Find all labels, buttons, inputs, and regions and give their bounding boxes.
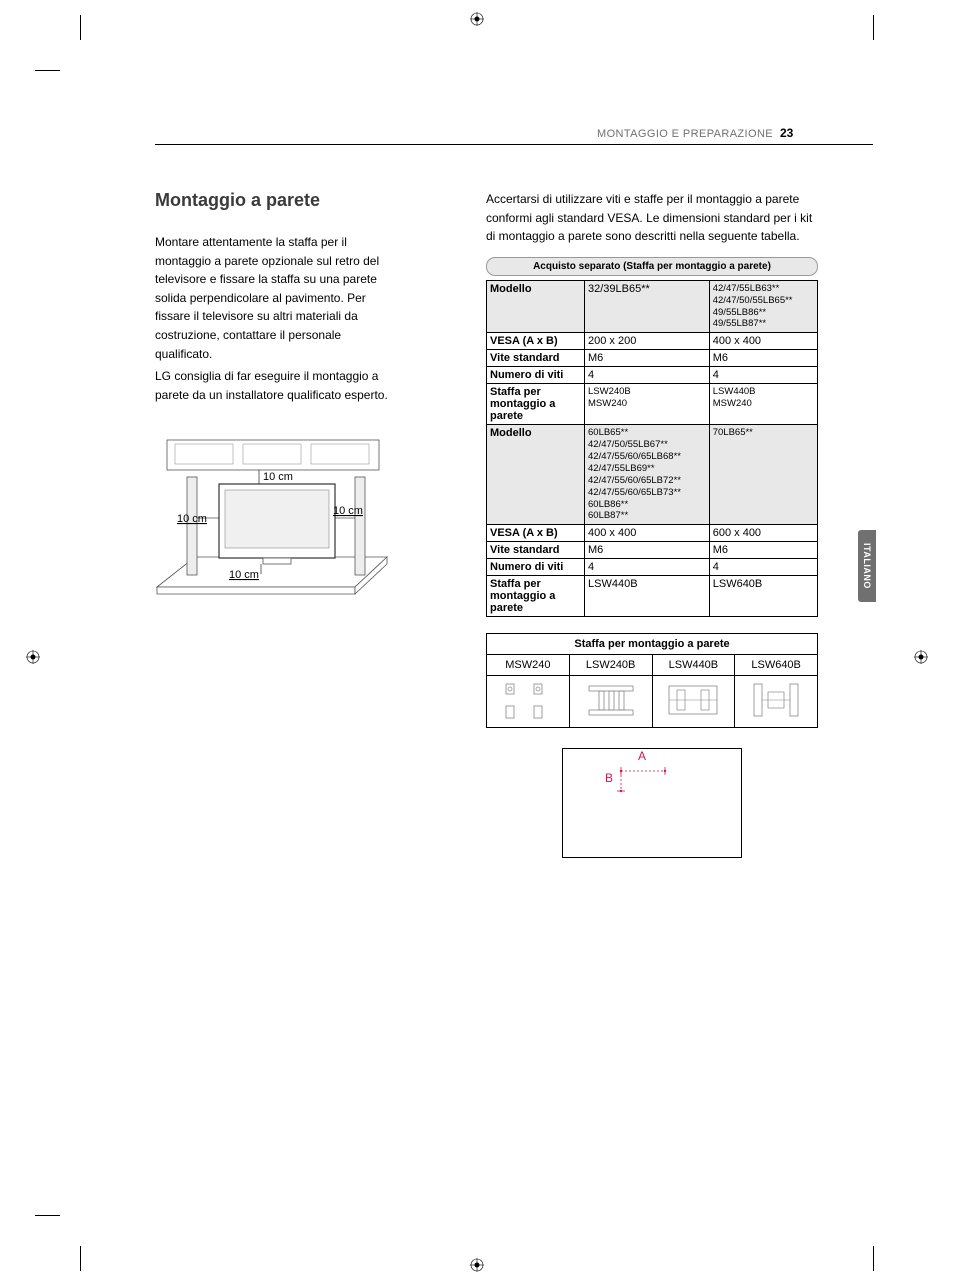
spec-cell: LSW640B xyxy=(709,576,817,617)
registration-mark-right xyxy=(914,650,928,664)
clearance-left: 10 cm xyxy=(177,513,207,525)
crop-line xyxy=(35,70,60,71)
vesa-diagram: A B xyxy=(562,748,742,858)
spec-cell: 70LB65** xyxy=(709,425,817,525)
spec-cell: M6 xyxy=(585,350,710,367)
header-section-text: MONTAGGIO E PREPARAZIONE xyxy=(597,128,773,140)
spec-cell: LSW440B xyxy=(585,576,710,617)
spec-row-header: VESA (A x B) xyxy=(487,525,585,542)
bracket-image-cell xyxy=(569,676,652,728)
crop-line xyxy=(873,15,874,40)
spec-cell: 400 x 400 xyxy=(709,333,817,350)
clearance-top: 10 cm xyxy=(263,471,293,483)
bracket-table-title: Staffa per montaggio a parete xyxy=(487,634,818,655)
spec-cell: 400 x 400 xyxy=(585,525,710,542)
right-paragraph: Accertarsi di utilizzare viti e staffe p… xyxy=(486,190,818,246)
spec-cell: 4 xyxy=(585,559,710,576)
bracket-col-header: LSW440B xyxy=(652,655,735,676)
spec-row-header: VESA (A x B) xyxy=(487,333,585,350)
registration-mark-bottom xyxy=(470,1258,484,1272)
page: MONTAGGIO E PREPARAZIONE 23 ITALIANO Mon… xyxy=(80,30,874,1256)
left-column: Montaggio a parete Montare attentamente … xyxy=(155,190,391,617)
clearance-right: 10 cm xyxy=(333,505,363,517)
page-number: 23 xyxy=(780,126,793,140)
registration-mark-left xyxy=(26,650,40,664)
vesa-label-b: B xyxy=(605,771,613,785)
bracket-table: Staffa per montaggio a parete MSW240LSW2… xyxy=(486,633,818,728)
bracket-image-cell xyxy=(652,676,735,728)
bracket-col-header: MSW240 xyxy=(487,655,570,676)
spec-cell: M6 xyxy=(585,542,710,559)
spec-row-header: Vite standard xyxy=(487,350,585,367)
spec-cell: 200 x 200 xyxy=(585,333,710,350)
spec-row-header: Vite standard xyxy=(487,542,585,559)
registration-mark-top xyxy=(470,12,484,26)
clearance-bottom: 10 cm xyxy=(229,569,259,581)
intro-paragraph-1: Montare attentamente la staffa per il mo… xyxy=(155,233,391,363)
spec-cell: LSW440BMSW240 xyxy=(709,384,817,425)
spec-cell: LSW240BMSW240 xyxy=(585,384,710,425)
right-column: Accertarsi di utilizzare viti e staffe p… xyxy=(486,190,874,858)
callout-badge: Acquisto separato (Staffa per montaggio … xyxy=(486,257,818,276)
spec-cell: 600 x 400 xyxy=(709,525,817,542)
bracket-image-cell xyxy=(487,676,570,728)
header-rule xyxy=(155,144,873,145)
spec-cell: M6 xyxy=(709,542,817,559)
section-title: Montaggio a parete xyxy=(155,190,391,211)
spec-cell: 4 xyxy=(709,367,817,384)
spec-cell: 4 xyxy=(709,559,817,576)
spec-cell: 42/47/55LB63**42/47/50/55LB65**49/55LB86… xyxy=(709,280,817,333)
spec-row-header: Modello xyxy=(487,425,585,525)
crop-line xyxy=(80,1246,81,1271)
spec-cell: 4 xyxy=(585,367,710,384)
bracket-image-cell xyxy=(735,676,818,728)
wall-mount-diagram: 10 cm 10 cm 10 cm 10 cm xyxy=(155,422,391,617)
spec-table: Modello32/39LB65**42/47/55LB63**42/47/50… xyxy=(486,280,818,618)
crop-line xyxy=(35,1215,60,1216)
bracket-col-header: LSW240B xyxy=(569,655,652,676)
spec-cell: 60LB65**42/47/50/55LB67**42/47/55/60/65L… xyxy=(585,425,710,525)
intro-paragraph-2: LG consiglia di far eseguire il montaggi… xyxy=(155,367,391,404)
crop-line xyxy=(873,1246,874,1271)
spec-row-header: Numero di viti xyxy=(487,367,585,384)
spec-row-header: Numero di viti xyxy=(487,559,585,576)
spec-row-header: Staffa per montaggio a parete xyxy=(487,384,585,425)
bracket-col-header: LSW640B xyxy=(735,655,818,676)
spec-cell: M6 xyxy=(709,350,817,367)
crop-line xyxy=(80,15,81,40)
vesa-label-a: A xyxy=(638,749,646,763)
spec-cell: 32/39LB65** xyxy=(585,280,710,333)
spec-row-header: Modello xyxy=(487,280,585,333)
spec-row-header: Staffa per montaggio a parete xyxy=(487,576,585,617)
